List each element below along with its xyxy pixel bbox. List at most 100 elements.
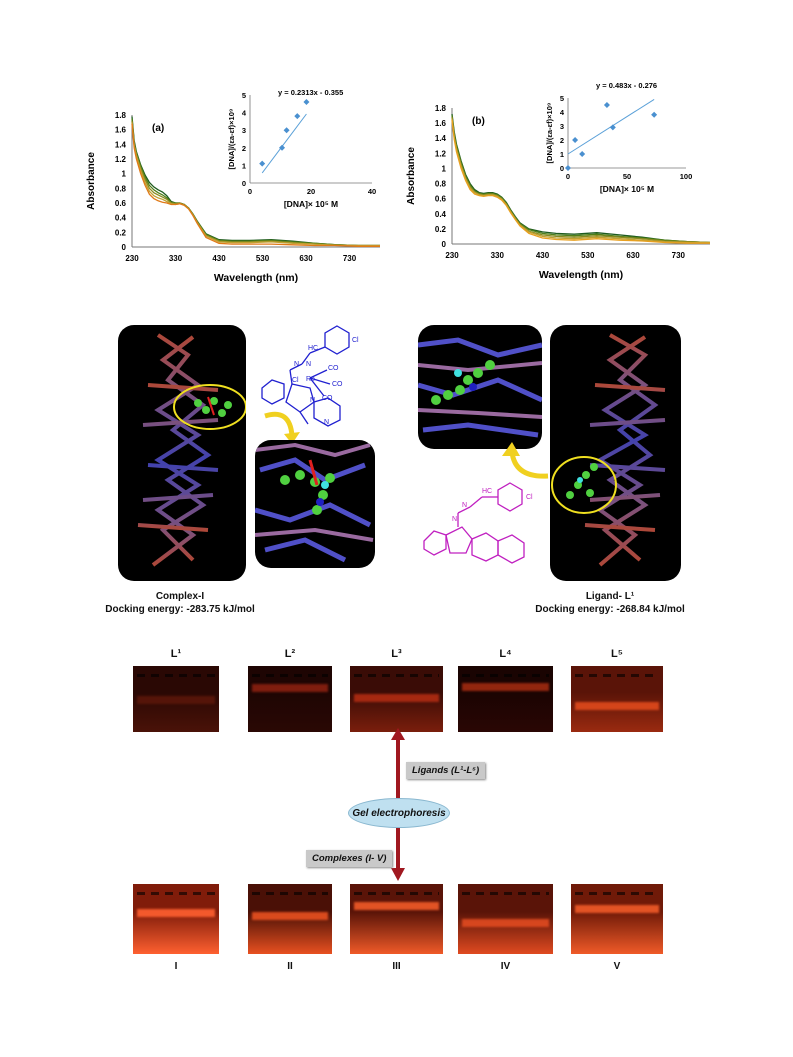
- complex-caption: Complex-I Docking energy: -283.75 kJ/mol: [80, 590, 280, 616]
- y-tick-label: 1.2: [435, 149, 447, 158]
- ligands-label: Ligands (L¹-L⁵): [406, 762, 486, 779]
- svg-text:CO: CO: [328, 365, 339, 372]
- gel-ligand-title: L³: [391, 648, 402, 660]
- svg-text:Cl: Cl: [526, 494, 533, 501]
- complex-docking-panel: [118, 325, 246, 581]
- gel-wells: [575, 674, 659, 677]
- inset-y-tick-label: 1: [242, 161, 246, 170]
- gel-wells: [462, 892, 549, 895]
- ligand-docking-panel: [550, 325, 681, 581]
- y-tick-label: 0.6: [115, 199, 127, 208]
- svg-text:N: N: [452, 516, 457, 523]
- inset-x-tick-label: 50: [623, 172, 631, 181]
- gel-band: [252, 912, 328, 920]
- y-tick-label: 1.6: [435, 119, 447, 128]
- x-tick-label: 430: [212, 254, 226, 263]
- y-tick-label: 0.6: [435, 195, 447, 204]
- x-tick-label: 730: [343, 254, 357, 263]
- x-tick-label: 530: [581, 251, 595, 260]
- ligand-zoom-arrow: [502, 442, 549, 479]
- gel-ligand-title: L²: [284, 648, 296, 660]
- y-tick-label: 1.4: [435, 134, 447, 143]
- inset-y-tick-label: 5: [560, 94, 564, 103]
- inset-x-tick-label: 40: [368, 187, 376, 196]
- series-line: [131, 123, 380, 247]
- x-tick-label: 430: [536, 251, 550, 260]
- inset-data-point: [565, 165, 571, 171]
- svg-text:N: N: [462, 502, 467, 509]
- y-tick-label: 0.8: [115, 184, 127, 193]
- y-tick-label: 1.8: [115, 111, 127, 120]
- series-line: [451, 120, 710, 244]
- series-line: [131, 118, 380, 247]
- complex-zoom-arrow: [264, 411, 300, 444]
- gel-complex-label: II: [287, 961, 293, 972]
- inset-data-point: [283, 127, 290, 134]
- panel-label: (b): [472, 116, 485, 127]
- gel-band: [354, 902, 439, 910]
- inset-y-tick-label: 2: [560, 136, 564, 145]
- series-line: [131, 122, 380, 247]
- y-tick-label: 1: [442, 164, 447, 173]
- gel-band: [575, 905, 659, 913]
- x-tick-label: 530: [256, 254, 270, 263]
- gel-band: [575, 702, 659, 710]
- inset-data-point: [579, 151, 586, 157]
- y-tick-label: 1.6: [115, 126, 127, 135]
- gel-wells: [354, 892, 439, 895]
- series-line: [451, 113, 711, 244]
- complexes-label: Complexes (I- V): [306, 850, 393, 867]
- gel-wells: [252, 674, 328, 677]
- inset-data-point: [603, 102, 610, 108]
- gel-ligand-image: [133, 666, 219, 732]
- gel-wells: [252, 892, 328, 895]
- svg-text:Cl: Cl: [292, 377, 299, 384]
- x-tick-label: 330: [169, 254, 183, 263]
- complex-i-structure: HC N N Cl Re CO CO CO N N Cl: [261, 325, 359, 427]
- y-tick-label: 0.4: [435, 210, 447, 219]
- inset-data-point: [303, 99, 310, 106]
- inset-y-tick-label: 3: [560, 122, 564, 131]
- inset-x-axis-label: [DNA]× 10⁵ M: [600, 184, 654, 194]
- inset-y-tick-label: 4: [560, 108, 565, 117]
- gel-ligand-image: [571, 666, 663, 732]
- x-tick-label: 230: [125, 254, 139, 263]
- gel-wells: [354, 674, 439, 677]
- inset-data-point: [609, 124, 616, 131]
- gel-complex-image: [248, 884, 332, 954]
- inset-y-tick-label: 2: [242, 144, 246, 153]
- svg-text:N: N: [306, 361, 311, 368]
- inset-y-axis-label: [DNA]/(εa-εf)×10⁹: [545, 102, 554, 163]
- gel-electrophoresis-text: Gel electrophoresis: [352, 807, 446, 819]
- inset-equation: y = 0.483x - 0.276: [596, 81, 657, 90]
- gel-ligand-title: L¹: [170, 648, 182, 660]
- svg-text:CO: CO: [322, 395, 333, 402]
- gel-ligand-image: [350, 666, 443, 732]
- x-tick-label: 230: [445, 251, 459, 260]
- panel-label: (a): [152, 123, 164, 134]
- inset-data-point: [259, 160, 266, 167]
- gel-complex-image: [133, 884, 219, 954]
- inset-data-point: [572, 137, 579, 143]
- y-tick-label: 0.2: [435, 225, 447, 234]
- y-tick-label: 0.2: [115, 228, 127, 237]
- y-tick-label: 0: [442, 240, 447, 249]
- inset-data-point: [651, 111, 658, 118]
- svg-text:N: N: [310, 397, 315, 404]
- svg-text:Re: Re: [306, 376, 315, 383]
- inset-y-tick-label: 0: [242, 179, 246, 188]
- inset-y-tick-label: 0: [560, 164, 564, 173]
- ligand-l1-structure: HC N N Cl: [423, 482, 533, 564]
- ligand-docking-energy: Docking energy: -268.84 kJ/mol: [535, 604, 685, 615]
- gel-ligand-title: L⁵: [611, 648, 623, 660]
- complex-name: Complex-I: [155, 591, 205, 602]
- arrow-up-ligands: [391, 728, 405, 798]
- y-axis-label: Absorbance: [86, 152, 97, 210]
- gel-ligand-title: L⁴: [499, 648, 512, 660]
- complex-zoom-panel: [255, 440, 375, 568]
- inset-data-point: [294, 113, 301, 120]
- gel-wells: [462, 674, 549, 677]
- svg-text:N: N: [294, 361, 299, 368]
- svg-text:N: N: [324, 419, 329, 426]
